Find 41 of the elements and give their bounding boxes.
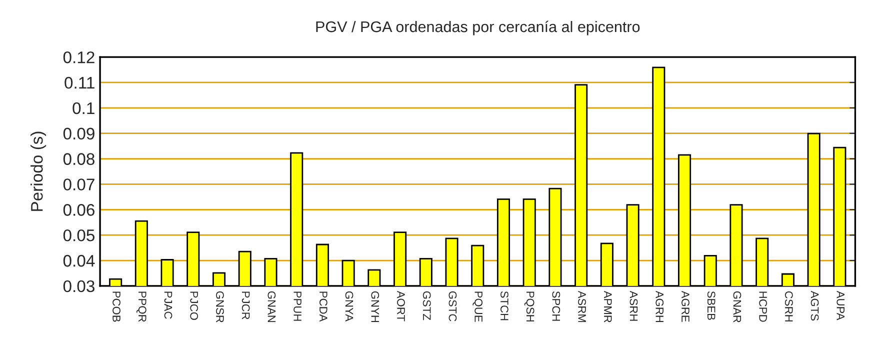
x-tick-label: GSTZ [422, 291, 431, 320]
x-tick-label: AGRH [656, 290, 664, 322]
y-tick-label: 0.09 [63, 128, 94, 140]
x-tick-label: AGTS [810, 290, 819, 321]
x-tick-label: PJCR [242, 292, 250, 320]
x-tick-label: AUPA [836, 290, 844, 320]
x-tick-label: PJCO [190, 292, 198, 320]
x-tick-label: PPQR [136, 292, 146, 322]
x-tick-label: SBEB [707, 291, 716, 320]
y-tick-label: 0.03 [63, 280, 94, 292]
y-tick-label: 0.05 [63, 229, 94, 242]
x-tick-label: GSTC [448, 291, 457, 322]
y-tick-label: 0.1 [72, 102, 94, 114]
x-tick-label: AORT [397, 290, 405, 322]
x-tick-label: AGRE [682, 290, 690, 322]
x-tick-label: PCOB [112, 292, 120, 322]
x-tick-label: ASRM [578, 290, 586, 322]
x-tick-label: GNAR [733, 291, 742, 322]
x-tick-label: ASRH [630, 290, 638, 321]
x-tick-label: PQUE [472, 292, 483, 322]
x-tick-label: HCPD [759, 292, 767, 322]
x-tick-label: CSRH [784, 291, 793, 322]
x-tick-label: PCDA [319, 292, 328, 322]
x-tick-label: PQSH [524, 292, 534, 322]
x-tick-label: GNYH [371, 291, 380, 322]
x-tick-label: SPCH [552, 291, 560, 321]
x-tick-label: PPUH [294, 292, 302, 321]
y-tick-label: 0.12 [63, 51, 94, 64]
y-tick-label: 0.11 [64, 76, 94, 89]
chart-title: PGV / PGA ordenadas por cercanía al epicentro [316, 20, 640, 36]
y-tick-label: 0.07 [63, 178, 94, 190]
y-tick-label: 0.06 [63, 204, 94, 216]
y-tick-label: 0.08 [63, 153, 94, 165]
y-axis-title: Periodo (s) [30, 132, 46, 211]
x-tick-label: GNYA [345, 291, 354, 322]
x-tick-label: PJAC [164, 292, 172, 319]
x-tick-label: STCH [500, 291, 508, 320]
y-tick-label: 0.04 [63, 254, 95, 267]
x-tick-label: APMR [604, 290, 612, 322]
x-tick-label: GNAN [268, 291, 276, 322]
x-tick-label: GNSR [216, 291, 224, 322]
